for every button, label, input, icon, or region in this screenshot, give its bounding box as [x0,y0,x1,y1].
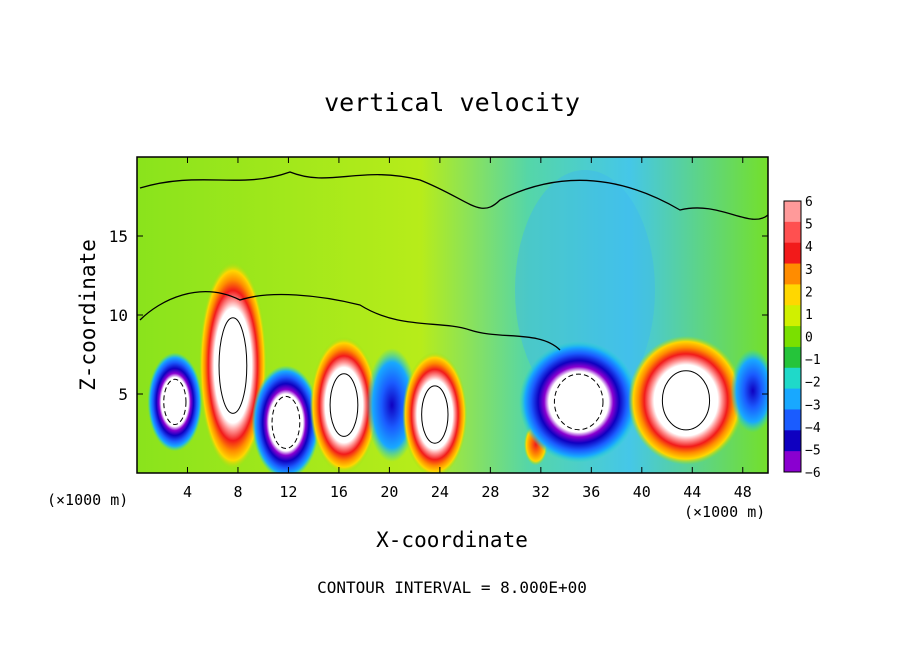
colorbar-label: 3 [805,263,813,278]
colorbar-frame [783,200,802,473]
colorbar-label: −4 [805,421,821,436]
x-tick-label: 12 [279,483,297,501]
cell-contour-3 [271,395,301,450]
velocity-cell-2 [198,261,267,470]
colorbar-swatch [784,388,801,410]
colorbar-label: −2 [805,376,821,391]
x-axis: 4 8 12 16 20 24 28 32 36 40 44 48 [183,157,752,501]
y-tick-label: 5 [118,385,128,404]
contour-interval-note: CONTOUR INTERVAL = 8.000E+00 [317,578,587,597]
zero-contour-mid [139,291,561,351]
cell-contour-9 [661,370,711,431]
velocity-cell-3 [251,365,320,473]
cell-contour-1 [163,378,187,425]
velocity-cells [147,261,768,473]
zero-contour-top [139,171,768,220]
colorbar-swatch [784,326,801,348]
colorbar-swatch [784,367,801,390]
velocity-cell-8 [519,341,639,463]
colorbar: 6 5 4 3 2 1 0 −1 −2 −3 −4 −5 −6 [783,195,821,481]
cell-contour-4 [329,373,359,437]
cell-contour-2 [218,317,248,414]
colorbar-label: 5 [805,218,813,233]
x-tick-label: 40 [633,483,651,501]
colorbar-swatch [784,201,801,223]
y-tick-label: 10 [109,306,128,325]
y-tick-label: 15 [109,227,128,246]
x-tick-label: 4 [183,483,192,501]
colorbar-swatch [784,221,801,244]
colorbar-swatch [784,263,801,285]
x-tick-label: 20 [380,483,398,501]
x-tick-label: 28 [481,483,499,501]
x-tick-label: 32 [532,483,550,501]
colorbar-swatch [784,305,801,327]
velocity-cell-1 [147,352,203,452]
x-tick-label: 24 [431,483,449,501]
colorbar-swatch [784,346,801,369]
colorbar-label: 2 [805,285,813,300]
cell-contour-8 [553,373,604,431]
x-axis-label: X-coordinate [376,528,528,552]
colorbar-label: −3 [805,398,821,413]
velocity-cell-10 [730,349,768,433]
y-axis-label: Z-coordinate [76,239,100,391]
colorbar-swatch [784,430,801,452]
colorbar-label: 4 [805,240,813,255]
x-unit-right: (×1000 m) [684,503,765,521]
colorbar-label: −6 [805,466,821,481]
colorbar-swatch [784,409,801,431]
chart-title: vertical velocity [324,88,580,117]
cell-contour-6 [421,385,449,444]
x-tick-label: 16 [330,483,348,501]
colorbar-label: 1 [805,308,813,323]
colorbar-swatch [784,451,801,473]
colorbar-swatch [784,242,801,265]
plot-area [137,157,768,473]
colorbar-label: −1 [805,353,821,368]
velocity-cell-4 [309,336,379,473]
x-tick-label: 8 [233,483,242,501]
colorbar-label: 0 [805,331,813,346]
colorbar-swatch [784,284,801,306]
colorbar-label: −5 [805,443,821,458]
contour-lines [139,171,768,351]
colorbar-label: 6 [805,195,813,210]
x-tick-label: 44 [683,483,701,501]
x-tick-label: 48 [734,483,752,501]
velocity-cell-6 [402,351,468,473]
x-tick-label: 36 [582,483,600,501]
cell-contours [163,317,711,450]
x-unit-left: (×1000 m) [47,491,128,509]
y-axis: 5 10 15 [109,227,768,404]
velocity-cell-9 [628,335,744,465]
